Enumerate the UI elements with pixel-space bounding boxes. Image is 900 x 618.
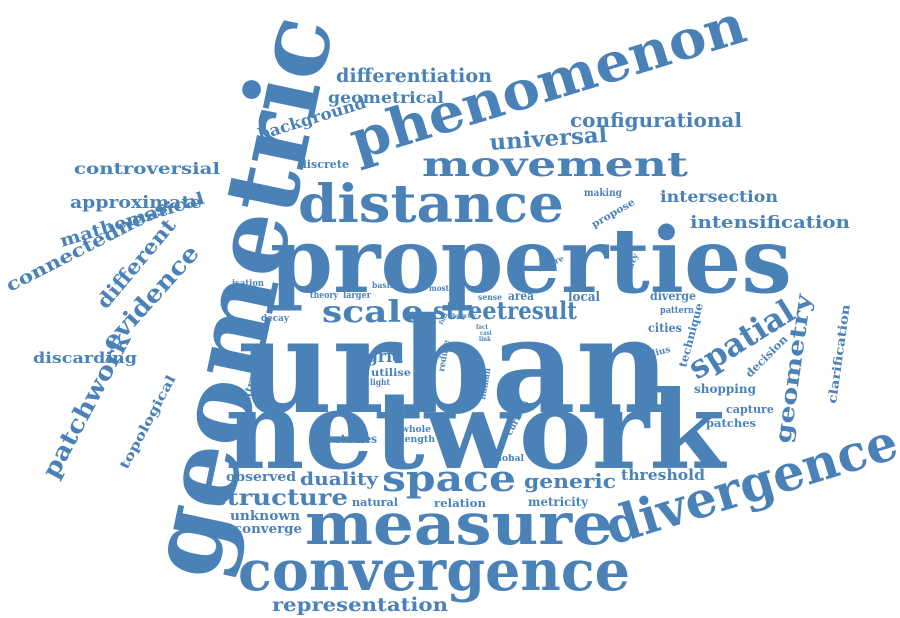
word-pattern: pattern xyxy=(660,306,694,316)
word-observed: observed xyxy=(226,470,296,485)
word-group: urban network properties geometric measu… xyxy=(3,0,900,616)
word-local: local xyxy=(568,290,600,305)
word-length: length xyxy=(401,435,435,445)
word-city: city xyxy=(464,313,476,320)
word-most: most xyxy=(429,283,449,293)
word-representation: representation xyxy=(272,594,448,616)
word-movement: movement xyxy=(422,145,688,185)
word-basis: basis xyxy=(372,280,394,290)
word-grid: grid xyxy=(367,347,403,367)
word-converge: converge xyxy=(234,522,302,537)
word-configurational: configurational xyxy=(570,108,742,132)
word-generic: generic xyxy=(524,469,616,493)
word-theory: theory xyxy=(310,291,339,301)
word-threshold: threshold xyxy=(621,466,706,484)
word-discarding: discarding xyxy=(33,349,138,367)
word-result: result xyxy=(507,296,577,325)
word-natural: natural xyxy=(352,496,398,509)
word-convergence: convergence xyxy=(238,538,630,604)
word-intersection: intersection xyxy=(660,187,778,206)
word-making: making xyxy=(584,188,622,199)
word-approximate: approximate xyxy=(70,193,202,213)
word-space: space xyxy=(382,458,516,500)
word-structure: structure xyxy=(212,485,348,511)
word-cities: cities xyxy=(648,321,682,335)
word-fact: fact xyxy=(476,324,488,331)
word-capture: capture xyxy=(726,403,774,416)
word-urban: urban xyxy=(238,289,670,444)
word-link: link xyxy=(479,336,492,343)
word-metricity: metricity xyxy=(528,495,589,509)
word-geometrical: geometrical xyxy=(328,88,444,107)
word-shopping: shopping xyxy=(694,382,757,396)
word-decay: decay xyxy=(261,314,290,324)
word-intensification: intensification xyxy=(690,213,850,233)
word-unknown: unknown xyxy=(230,509,301,524)
word-street: street xyxy=(433,296,507,325)
word-discrete: discrete xyxy=(299,158,349,171)
word-network: network xyxy=(225,368,727,494)
word-scale: scale xyxy=(322,295,424,330)
word-cast: cast xyxy=(480,330,492,337)
word-patches: patches xyxy=(706,417,756,430)
word-clarification: clarification xyxy=(825,303,853,404)
word-measure: measure xyxy=(305,490,613,558)
word-sense: sense xyxy=(478,292,502,302)
word-help: help xyxy=(452,313,466,320)
word-relation: relation xyxy=(434,497,486,510)
word-larger: larger xyxy=(343,291,371,301)
word-whole: whole xyxy=(400,425,431,435)
word-properties: properties xyxy=(270,208,792,314)
word-distance: distance xyxy=(298,174,564,235)
word-isation: isation xyxy=(232,279,264,289)
word-utilise: utilise xyxy=(371,368,411,379)
word-duality: duality xyxy=(300,469,379,490)
word-differentiation: differentiation xyxy=(336,65,492,87)
word-area: area xyxy=(508,289,534,303)
word-global: global xyxy=(492,454,525,464)
word-studies: studies xyxy=(335,432,377,446)
word-controversial: controversial xyxy=(74,159,220,178)
word-light: light xyxy=(370,377,390,387)
word-diverge: diverge xyxy=(650,289,696,303)
